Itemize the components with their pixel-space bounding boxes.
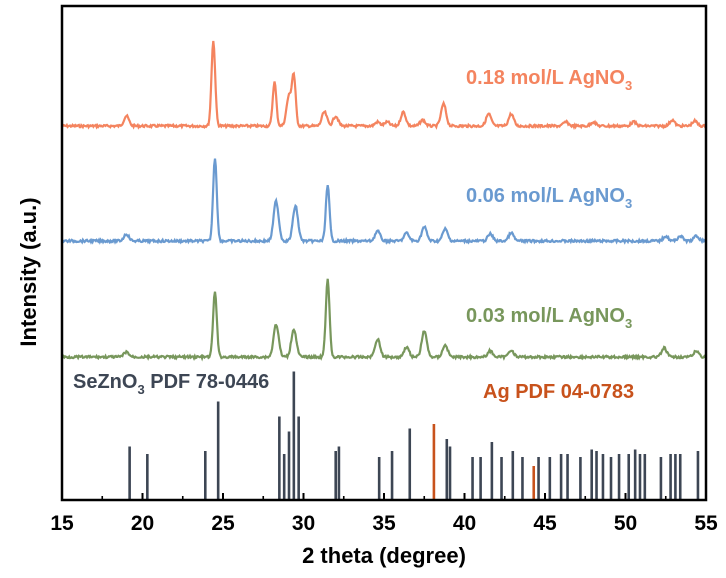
x-tick-label-8: 55 <box>694 512 718 535</box>
ref-label-1: Ag PDF 04-0783 <box>483 381 634 403</box>
x-tick-label-3: 30 <box>292 512 315 535</box>
x-tick-label-6: 45 <box>533 512 557 535</box>
series-layer <box>61 40 707 362</box>
x-tick-label-5: 40 <box>453 512 476 535</box>
ref-label-0: SeZnO3 PDF 78-0446 <box>73 371 269 397</box>
y-axis-title: Intensity (a.u.) <box>16 197 41 346</box>
x-tick-label-1: 20 <box>131 512 154 535</box>
series-label-0: 0.18 mol/L AgNO3 <box>466 67 632 93</box>
reference-pattern-layer <box>128 371 700 499</box>
series-line-1 <box>61 158 707 245</box>
x-axis-title: 2 theta (degree) <box>302 543 466 568</box>
x-axis-ticks: 15 20 25 30 35 40 45 50 55 <box>50 493 718 535</box>
series-line-0 <box>61 40 707 131</box>
x-tick-label-0: 15 <box>50 512 74 535</box>
series-line-2 <box>61 278 707 362</box>
series-label-2: 0.03 mol/L AgNO3 <box>466 305 632 331</box>
x-tick-label-2: 25 <box>211 512 235 535</box>
series-label-1: 0.06 mol/L AgNO3 <box>466 185 632 211</box>
x-tick-label-7: 50 <box>614 512 637 535</box>
x-tick-label-4: 35 <box>372 512 396 535</box>
